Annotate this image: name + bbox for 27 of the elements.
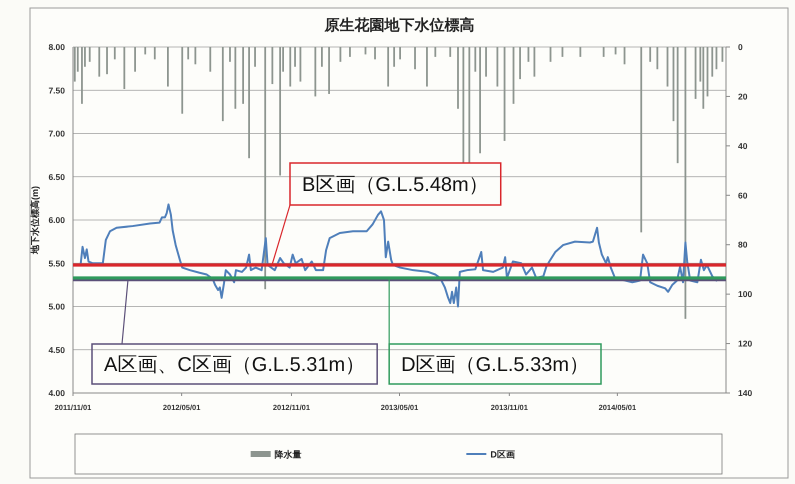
- y-axis-title: 地下水位標高(m): [30, 186, 40, 255]
- y-tick-label: 5.50: [48, 258, 66, 268]
- ref-label: B区画（G.L.5.48m）: [271, 162, 502, 266]
- y-tick-label: 8.00: [48, 42, 66, 52]
- ref-line-label: B区画（G.L.5.48m）: [302, 174, 489, 196]
- ref-line-label: A区画、C区画（G.L.5.31m）: [104, 354, 366, 376]
- y-tick-label: 7.50: [48, 85, 66, 96]
- y-tick-label: 4.00: [48, 388, 66, 398]
- y-tick-label: 6.00: [48, 215, 66, 225]
- ref-label: A区画、C区画（G.L.5.31m）: [91, 280, 378, 385]
- y2-tick-label: 140: [738, 388, 752, 398]
- y2-tick-label: 40: [738, 140, 748, 151]
- legend-label: 降水量: [274, 450, 302, 460]
- y2-tick-label: 80: [738, 240, 748, 250]
- y2-tick-label: 20: [738, 91, 748, 102]
- y-tick-label: 4.50: [48, 344, 66, 355]
- legend-label: D区画: [490, 450, 515, 460]
- y-tick-label: 6.50: [48, 172, 66, 182]
- y2-tick-label: 0: [738, 42, 743, 52]
- y2-tick-label: 120: [738, 338, 752, 349]
- y-tick-label: 7.00: [48, 128, 66, 138]
- y-tick-label: 5.00: [48, 302, 66, 312]
- ref-line-label: D区画（G.L.5.33m）: [401, 354, 589, 376]
- y2-tick-label: 100: [738, 289, 752, 300]
- y2-tick-label: 60: [738, 190, 748, 200]
- chart-title: 原生花園地下水位標高: [324, 16, 474, 34]
- ref-label: D区画（G.L.5.33m）: [388, 278, 602, 385]
